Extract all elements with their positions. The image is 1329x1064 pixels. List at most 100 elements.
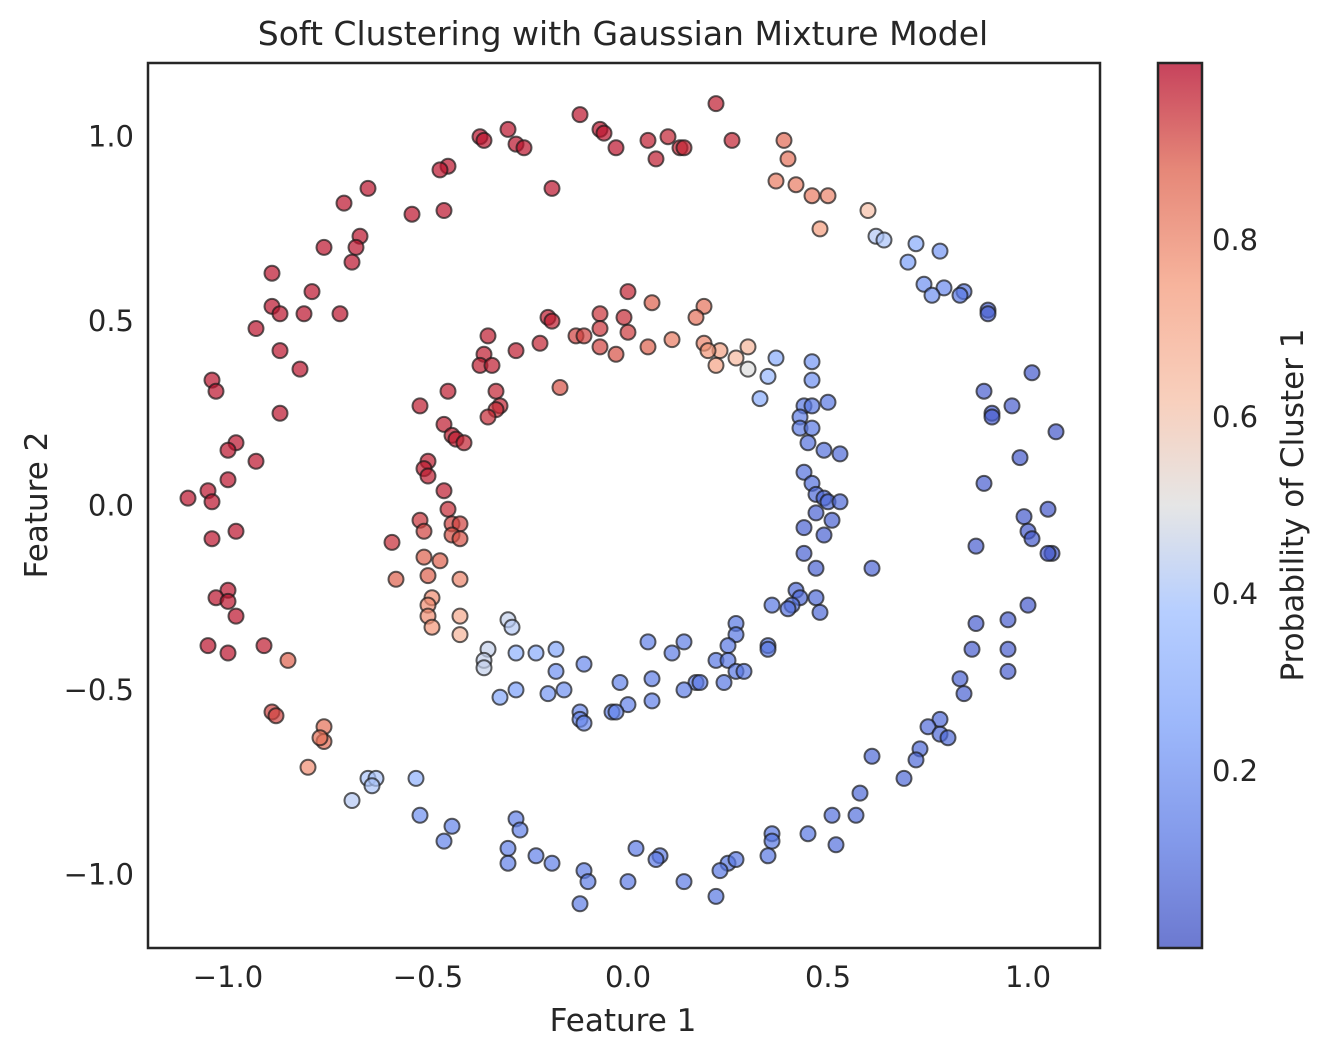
colorbar-gradient [1158,63,1202,948]
data-point [299,758,317,776]
data-point [1015,508,1033,526]
data-point [387,570,405,588]
data-point [807,559,825,577]
data-point [431,552,449,570]
data-point [475,659,493,677]
data-point [331,305,349,323]
data-point [803,353,821,371]
x-tick-label: −0.5 [393,960,463,994]
data-point [727,851,745,868]
data-point [435,832,453,850]
data-point [315,238,333,256]
data-point [647,150,665,168]
data-point [627,839,645,857]
data-point [203,493,221,511]
data-point [983,408,1001,426]
data-point [455,434,473,452]
data-point [343,253,361,271]
data-point [607,139,625,157]
data-point [615,308,633,326]
data-point [787,176,805,194]
data-point [999,640,1017,658]
data-point [543,312,561,330]
data-point [591,320,609,337]
data-point [451,570,469,588]
data-point [895,769,913,787]
data-point [639,131,657,149]
colorbar-tick-label: 0.8 [1212,223,1258,257]
data-point [775,131,793,149]
plot-frame [146,61,1102,950]
data-point [763,832,781,850]
data-point [423,618,441,636]
data-point [499,839,517,857]
data-point [611,674,629,691]
data-point [831,445,849,463]
data-point [907,751,925,769]
data-point [899,253,917,271]
data-point [511,821,529,839]
data-point [939,729,957,747]
data-point [963,640,981,658]
data-point [735,662,753,680]
data-point [575,327,593,345]
data-point [475,131,493,149]
data-point [659,128,677,146]
data-point [1047,423,1065,441]
data-point [507,644,525,662]
data-point [719,637,737,655]
data-point [435,202,453,219]
y-tick-label: −0.5 [64,673,134,707]
data-point [723,131,741,149]
data-point [1019,596,1037,614]
data-point [1023,530,1041,548]
data-point [487,382,505,400]
data-point [975,382,993,400]
data-point [219,644,237,662]
data-point [1011,449,1029,467]
data-point [363,777,381,795]
y-axis-ticks: −1.0 −0.5 0.0 0.5 1.0 [64,120,134,892]
data-point [919,718,937,736]
data-point [575,655,593,673]
data-point [439,382,457,400]
data-point [739,360,757,378]
data-point [271,305,289,323]
y-tick-label: 0.5 [88,304,134,338]
data-point [411,397,429,415]
data-point [407,769,425,787]
data-point [503,618,521,636]
y-tick-label: 0.0 [88,489,134,523]
data-point [527,644,545,662]
data-point [551,379,569,396]
data-point [607,703,625,721]
data-point [827,836,845,854]
data-point [547,640,565,658]
data-point [807,589,825,607]
data-point [255,637,273,655]
data-point [1039,500,1057,518]
data-point [411,806,429,824]
data-point [767,172,785,190]
data-point [507,342,525,360]
data-point [555,681,573,699]
data-point [751,390,769,408]
data-point [831,493,849,511]
data-point [543,179,561,197]
data-point [815,526,833,544]
data-point [815,441,833,459]
data-point [975,474,993,492]
data-point [759,367,777,385]
data-point [863,747,881,765]
data-point [707,356,725,374]
colorbar-tick-label: 0.6 [1212,400,1258,434]
data-point [999,611,1017,629]
data-point [675,873,693,891]
data-point [795,544,813,562]
data-point [451,530,469,548]
data-point [483,356,501,374]
x-tick-label: 0.5 [805,960,851,994]
data-point [859,202,877,219]
data-point [595,124,613,142]
chart-title: Soft Clustering with Gaussian Mixture Mo… [258,14,988,53]
